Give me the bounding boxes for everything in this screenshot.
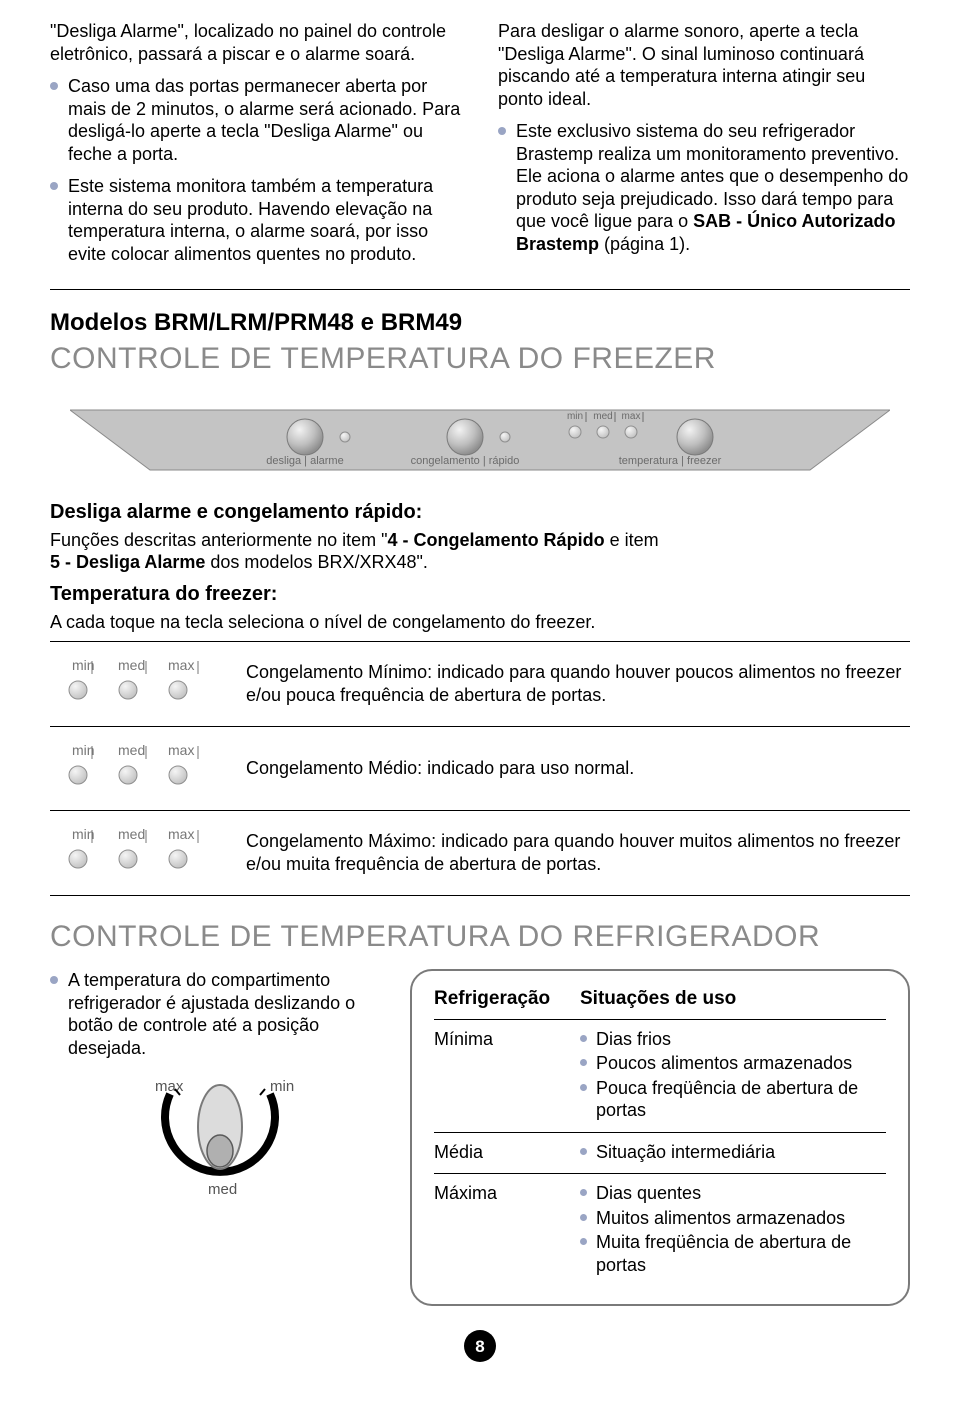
usage-table: Refrigeração Situações de uso MínimaDias… — [410, 969, 910, 1306]
svg-text:med: med — [593, 411, 612, 422]
table-bullet: Situação intermediária — [580, 1141, 886, 1164]
svg-text:max: max — [168, 742, 194, 758]
intro-left: "Desliga Alarme", localizado no painel d… — [50, 20, 462, 275]
svg-text:max: max — [168, 657, 194, 673]
intro-columns: "Desliga Alarme", localizado no painel d… — [50, 20, 910, 275]
intro-left-p1: "Desliga Alarme", localizado no painel d… — [50, 20, 462, 65]
table-bullet: Pouca freqüência de abertura de portas — [580, 1077, 886, 1122]
divider-1 — [50, 289, 910, 290]
level-indicator: min med max — [50, 656, 220, 712]
svg-text:med: med — [118, 826, 145, 842]
table-cell-label: Mínima — [434, 1028, 564, 1124]
sub1-text: Funções descritas anteriormente no item … — [50, 529, 910, 574]
refrig-left-text: A temperatura do compartimento refrigera… — [50, 969, 380, 1059]
table-cell-items: Dias friosPoucos alimentos armazenadosPo… — [580, 1028, 886, 1124]
svg-text:congelamento | rápido: congelamento | rápido — [411, 455, 520, 467]
svg-text:max: max — [155, 1078, 184, 1095]
page-number: 8 — [464, 1330, 496, 1362]
svg-text:med: med — [118, 657, 145, 673]
control-panel-illustration: desliga | alarme congelamento | rápido m… — [50, 392, 910, 482]
table-cell-label: Média — [434, 1141, 564, 1166]
table-row: Média Situação intermediária — [434, 1132, 886, 1174]
sub1-bold1: 4 - Congelamento Rápido — [388, 530, 605, 550]
dial-illustration: max min med — [120, 1069, 380, 1205]
table-bullet: Muitos alimentos armazenados — [580, 1207, 886, 1230]
intro-right-p1: Para desligar o alarme sonoro, aperte a … — [498, 20, 910, 110]
sub2-title: Temperatura do freezer: — [50, 582, 910, 607]
section-freezer-title: CONTROLE DE TEMPERATURA DO FREEZER — [50, 340, 910, 378]
table-bullet: Muita freqüência de abertura de portas — [580, 1231, 886, 1276]
level-row: min med max Congelamento Máximo: indicad… — [50, 811, 910, 896]
level-desc: Congelamento Máximo: indicado para quand… — [246, 830, 910, 875]
table-row: MínimaDias friosPoucos alimentos armazen… — [434, 1019, 886, 1132]
sub2-text: A cada toque na tecla seleciona o nível … — [50, 611, 910, 634]
svg-text:max: max — [622, 411, 641, 422]
svg-text:min: min — [72, 657, 95, 673]
refrig-right-col: Refrigeração Situações de uso MínimaDias… — [410, 969, 910, 1306]
svg-text:max: max — [168, 826, 194, 842]
svg-text:desliga | alarme: desliga | alarme — [266, 455, 343, 467]
intro-left-b1: Caso uma das portas permanecer aberta po… — [50, 75, 462, 165]
models-heading: Modelos BRM/LRM/PRM48 e BRM49 — [50, 308, 910, 338]
svg-text:min: min — [567, 411, 583, 422]
table-bullet: Poucos alimentos armazenados — [580, 1052, 886, 1075]
table-row: MáximaDias quentesMuitos alimentos armaz… — [434, 1173, 886, 1286]
level-indicator: min med max — [50, 741, 220, 797]
section-refrig-title: CONTROLE DE TEMPERATURA DO REFRIGERADOR — [50, 918, 910, 956]
th-refrig: Refrigeração — [434, 987, 564, 1011]
level-indicator: min med max — [50, 825, 220, 881]
svg-text:min: min — [72, 742, 95, 758]
table-cell-items: Dias quentesMuitos alimentos armazenados… — [580, 1182, 886, 1278]
sub1-mid: e item — [605, 530, 659, 550]
svg-text:med: med — [208, 1181, 237, 1198]
intro-right-b1-post: (página 1). — [599, 234, 690, 254]
intro-right-b1: Este exclusivo sistema do seu refrigerad… — [498, 120, 910, 255]
intro-right: Para desligar o alarme sonoro, aperte a … — [498, 20, 910, 275]
refrig-row: A temperatura do compartimento refrigera… — [50, 969, 910, 1306]
table-cell-items: Situação intermediária — [580, 1141, 886, 1166]
table-cell-label: Máxima — [434, 1182, 564, 1278]
level-desc: Congelamento Médio: indicado para uso no… — [246, 757, 910, 780]
sub1-title: Desliga alarme e congelamento rápido: — [50, 500, 910, 525]
intro-left-b2: Este sistema monitora também a temperatu… — [50, 175, 462, 265]
level-row: min med max Congelamento Médio: indicado… — [50, 727, 910, 812]
freeze-levels: min med max Congelamento Mínimo: indicad… — [50, 642, 910, 896]
table-bullet: Dias quentes — [580, 1182, 886, 1205]
svg-text:med: med — [118, 742, 145, 758]
refrig-left-col: A temperatura do compartimento refrigera… — [50, 969, 380, 1306]
sub1-bold2: 5 - Desliga Alarme — [50, 552, 205, 572]
table-header: Refrigeração Situações de uso — [434, 987, 886, 1019]
th-situ: Situações de uso — [580, 987, 886, 1011]
level-desc: Congelamento Mínimo: indicado para quand… — [246, 661, 910, 706]
sub1-post: dos modelos BRX/XRX48". — [205, 552, 428, 572]
svg-text:temperatura | freezer: temperatura | freezer — [619, 455, 722, 467]
level-row: min med max Congelamento Mínimo: indicad… — [50, 642, 910, 727]
table-bullet: Dias frios — [580, 1028, 886, 1051]
sub1-pre: Funções descritas anteriormente no item … — [50, 530, 388, 550]
svg-text:min: min — [72, 826, 95, 842]
